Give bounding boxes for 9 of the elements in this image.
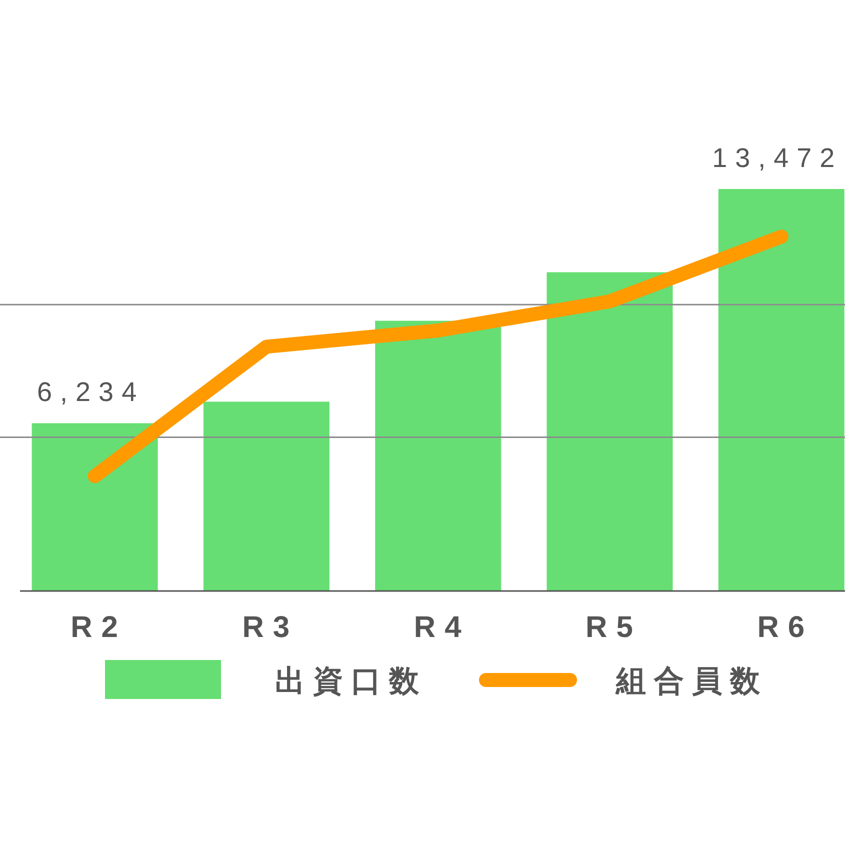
data-label: 6,234 (37, 377, 145, 408)
legend-label: 組合員数 (615, 665, 768, 698)
x-tick-label: R3 (242, 611, 299, 644)
data-label: 13,472 (712, 143, 843, 173)
x-tick-label: R2 (70, 611, 127, 644)
x-tick-label: R6 (757, 611, 814, 644)
x-tick-label: R4 (414, 611, 470, 644)
x-tick-label: R5 (586, 611, 642, 644)
legend-label: 出資口数 (275, 665, 427, 698)
